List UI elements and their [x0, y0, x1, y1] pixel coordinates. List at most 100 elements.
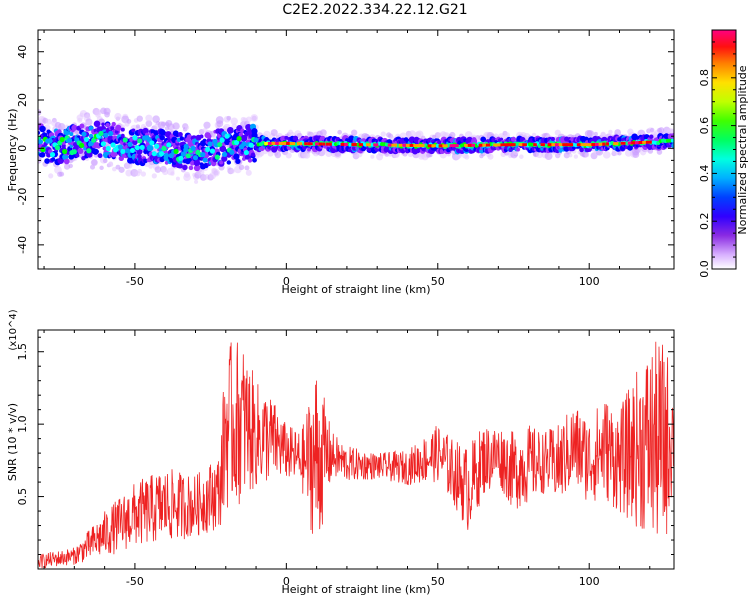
- spectral-point: [649, 134, 654, 139]
- spectral-peak-point: [598, 142, 605, 146]
- spectral-core-point: [110, 142, 116, 148]
- spectral-core-point: [71, 149, 77, 155]
- x-tick-label: 0: [283, 575, 290, 588]
- spectral-point: [627, 145, 633, 151]
- spectral-halo-point: [380, 131, 386, 137]
- spectral-point: [77, 147, 84, 154]
- spectral-peak-point: [278, 141, 284, 145]
- y-tick-label: 0: [16, 145, 29, 152]
- spectral-halo-point: [58, 123, 66, 131]
- colorbar-tick-label: 0.8: [698, 69, 711, 87]
- spectral-peak-point: [638, 140, 645, 144]
- spectral-peak-point: [540, 143, 545, 147]
- spectral-core-point: [221, 151, 228, 158]
- spectral-core-point: [134, 145, 140, 151]
- spectral-halo-point: [114, 112, 122, 121]
- spectral-core-point: [62, 148, 68, 155]
- spectral-core-point: [229, 149, 235, 155]
- spectral-halo-point: [584, 152, 590, 158]
- spectral-peak-point: [296, 142, 303, 146]
- spectral-peak-point: [467, 143, 472, 147]
- spectral-peak-point: [289, 142, 296, 146]
- y-tick-label: 40: [16, 45, 29, 59]
- spectral-halo-point: [409, 130, 416, 137]
- spectral-halo-point: [387, 133, 394, 139]
- spectral-point: [118, 155, 124, 162]
- spectral-core-point: [214, 154, 220, 160]
- spectral-core-point: [168, 152, 174, 159]
- spectral-point: [110, 126, 115, 131]
- spectral-peak-point: [442, 144, 448, 148]
- spectral-point: [66, 150, 71, 155]
- spectral-core-point: [224, 133, 230, 139]
- spectral-halo-point: [230, 168, 235, 174]
- y-tick-label: 20: [16, 93, 29, 107]
- spectral-halo-point: [649, 127, 655, 133]
- spectral-halo-point: [245, 116, 252, 123]
- spectral-halo-point: [245, 169, 252, 176]
- spectral-core-point: [103, 132, 109, 138]
- spectral-halo-point: [274, 151, 282, 159]
- spectral-halo-point: [586, 130, 595, 138]
- spectral-halo-point: [46, 118, 52, 125]
- spectral-halo-point: [135, 124, 140, 129]
- spectral-core-point: [47, 138, 53, 144]
- spectral-peak-point: [500, 143, 506, 147]
- spectral-core-point: [219, 137, 225, 143]
- spectral-point: [75, 153, 80, 158]
- spectral-point: [146, 144, 154, 152]
- spectral-core-point: [253, 137, 259, 143]
- spectral-peak-point: [602, 142, 606, 146]
- spectral-halo-point: [614, 129, 622, 136]
- spectral-point: [252, 157, 257, 163]
- spectral-point: [177, 163, 183, 169]
- colorbar-tick-label: 0.6: [698, 117, 711, 135]
- spectral-peak-point: [322, 142, 326, 146]
- spectral-core-point: [217, 141, 223, 148]
- spectral-core-point: [178, 155, 184, 161]
- spectral-halo-point: [267, 150, 274, 157]
- spectral-point: [46, 152, 52, 158]
- spectral-point: [120, 127, 125, 132]
- spectral-core-point: [105, 145, 111, 152]
- spectral-core-point: [129, 147, 136, 154]
- spectral-core-point: [243, 149, 249, 156]
- spectral-peak-point: [565, 143, 570, 147]
- spectral-halo-point: [351, 129, 358, 136]
- spectral-point: [43, 132, 48, 137]
- spectral-point: [50, 157, 56, 162]
- spectral-core-point: [190, 145, 196, 151]
- spectral-halo-point: [285, 152, 292, 159]
- y-tick-label: 1.0: [16, 415, 29, 433]
- spectral-point: [206, 134, 212, 139]
- spectral-peak-point: [511, 143, 516, 147]
- spectral-halo-point: [487, 153, 494, 160]
- spectral-peak-point: [405, 143, 412, 147]
- spectral-core-point: [100, 141, 107, 147]
- spectral-peak-point: [391, 143, 397, 147]
- spectral-halo-point: [250, 114, 259, 122]
- spectral-halo-point: [568, 153, 573, 158]
- spectral-core-point: [49, 152, 56, 158]
- spectral-point: [71, 124, 78, 131]
- spectral-point: [182, 164, 188, 171]
- spectral-core-point: [132, 135, 138, 141]
- spectral-point: [671, 142, 674, 149]
- spectral-peak-point: [387, 143, 392, 147]
- y-tick-label: -20: [16, 188, 29, 206]
- spectral-halo-point: [230, 117, 238, 125]
- spectral-point: [292, 135, 299, 141]
- spectral-point: [480, 136, 487, 143]
- spectral-core-point: [158, 151, 165, 157]
- spectral-halo-point: [244, 165, 250, 171]
- spectral-halo-point: [600, 131, 606, 137]
- spectral-core-point: [122, 137, 128, 143]
- spectral-core-point: [83, 136, 90, 143]
- spectral-point: [79, 123, 85, 129]
- colorbar-tick-label: 0.2: [698, 212, 711, 230]
- x-tick-label: 0: [283, 275, 290, 288]
- spectral-core-point: [59, 136, 65, 143]
- spectral-core-point: [40, 146, 46, 153]
- spectral-halo-point: [444, 132, 450, 138]
